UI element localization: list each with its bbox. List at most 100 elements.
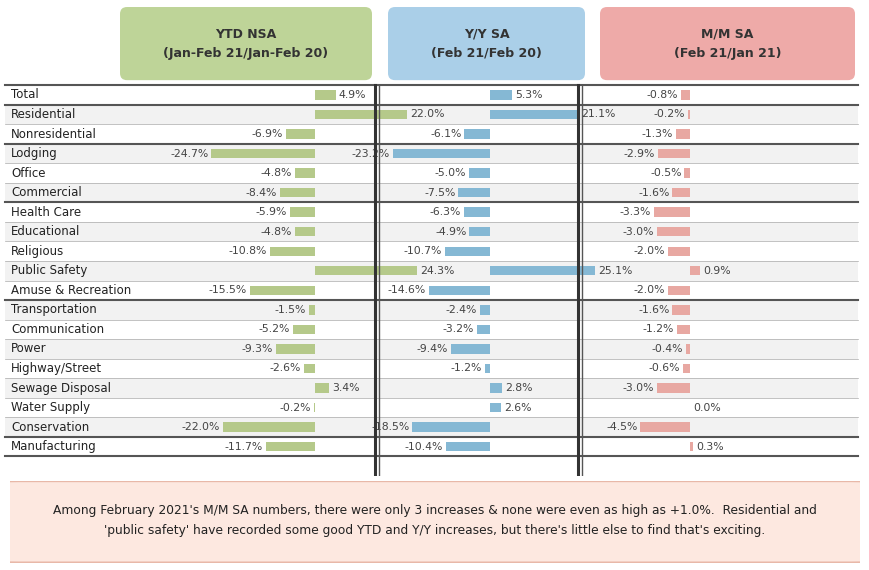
Text: -10.7%: -10.7% xyxy=(403,246,441,256)
Text: M/M SA
(Feb 21/Jan 21): M/M SA (Feb 21/Jan 21) xyxy=(673,27,780,60)
Bar xyxy=(667,247,689,256)
Text: -5.9%: -5.9% xyxy=(255,207,287,217)
Bar xyxy=(489,266,594,275)
Bar xyxy=(295,227,315,237)
Text: -3.0%: -3.0% xyxy=(622,383,653,393)
Bar xyxy=(5,417,857,437)
Bar xyxy=(5,320,857,339)
Text: -1.2%: -1.2% xyxy=(641,324,673,335)
Text: -22.0%: -22.0% xyxy=(181,422,219,432)
FancyBboxPatch shape xyxy=(0,481,869,563)
Text: -9.3%: -9.3% xyxy=(242,344,273,354)
Text: Amuse & Recreation: Amuse & Recreation xyxy=(11,284,131,297)
Bar xyxy=(5,144,857,164)
Text: -6.9%: -6.9% xyxy=(251,129,282,139)
Bar xyxy=(458,188,489,197)
Bar xyxy=(295,168,315,178)
Text: 21.1%: 21.1% xyxy=(581,109,615,120)
Text: 3.4%: 3.4% xyxy=(332,383,360,393)
Text: -4.5%: -4.5% xyxy=(606,422,637,432)
Text: -1.6%: -1.6% xyxy=(637,305,668,315)
Bar xyxy=(428,286,489,295)
Text: Office: Office xyxy=(11,166,45,180)
Bar xyxy=(249,286,315,295)
Text: -23.2%: -23.2% xyxy=(351,149,389,158)
Text: YTD NSA
(Jan-Feb 21/Jan-Feb 20): YTD NSA (Jan-Feb 21/Jan-Feb 20) xyxy=(163,27,328,60)
Bar xyxy=(684,168,689,178)
Bar xyxy=(315,90,335,100)
FancyBboxPatch shape xyxy=(388,7,584,80)
Text: -2.4%: -2.4% xyxy=(445,305,476,315)
Bar xyxy=(689,266,699,275)
Text: 22.0%: 22.0% xyxy=(410,109,444,120)
Text: Power: Power xyxy=(11,343,47,356)
Bar xyxy=(480,305,489,315)
Text: -10.8%: -10.8% xyxy=(228,246,266,256)
Bar xyxy=(672,305,689,315)
Text: -2.0%: -2.0% xyxy=(633,246,664,256)
Bar xyxy=(484,364,489,373)
Bar xyxy=(315,384,328,393)
Bar xyxy=(653,207,689,217)
Text: -2.6%: -2.6% xyxy=(269,364,301,373)
Bar xyxy=(683,364,689,373)
Bar xyxy=(680,90,689,100)
Bar xyxy=(489,403,501,412)
Bar xyxy=(672,188,689,197)
Bar xyxy=(222,422,315,432)
Text: -1.3%: -1.3% xyxy=(640,129,672,139)
Bar xyxy=(5,105,857,124)
Text: -0.5%: -0.5% xyxy=(649,168,680,178)
Text: Sewage Disposal: Sewage Disposal xyxy=(11,381,111,394)
Text: Commercial: Commercial xyxy=(11,186,82,199)
Text: -8.4%: -8.4% xyxy=(245,188,276,198)
Bar xyxy=(5,202,857,222)
Bar xyxy=(293,325,315,334)
Text: Manufacturing: Manufacturing xyxy=(11,440,96,453)
Text: 0.9%: 0.9% xyxy=(702,266,730,276)
Text: -10.4%: -10.4% xyxy=(404,442,443,451)
Text: Transportation: Transportation xyxy=(11,303,96,316)
Text: -4.8%: -4.8% xyxy=(260,227,291,237)
Bar xyxy=(489,384,501,393)
Text: -4.9%: -4.9% xyxy=(434,227,466,237)
Bar xyxy=(5,398,857,417)
Text: Conservation: Conservation xyxy=(11,421,90,434)
Bar xyxy=(675,129,689,139)
Text: -18.5%: -18.5% xyxy=(370,422,408,432)
Text: Total: Total xyxy=(11,88,39,101)
Bar xyxy=(5,164,857,183)
Bar xyxy=(450,344,489,353)
Text: 2.8%: 2.8% xyxy=(504,383,532,393)
Text: Public Safety: Public Safety xyxy=(11,264,87,277)
Text: 0.0%: 0.0% xyxy=(693,402,720,413)
Bar xyxy=(463,207,489,217)
Bar xyxy=(308,305,315,315)
Bar xyxy=(464,129,489,139)
Text: -3.3%: -3.3% xyxy=(619,207,650,217)
Bar xyxy=(5,300,857,320)
Bar xyxy=(5,378,857,398)
Bar xyxy=(286,129,315,139)
Bar xyxy=(468,168,489,178)
Text: -1.5%: -1.5% xyxy=(274,305,305,315)
Text: -0.2%: -0.2% xyxy=(279,402,311,413)
Bar xyxy=(489,90,512,100)
Text: -3.2%: -3.2% xyxy=(441,324,473,335)
Text: -3.0%: -3.0% xyxy=(622,227,653,237)
Text: Water Supply: Water Supply xyxy=(11,401,90,414)
Bar xyxy=(211,149,315,158)
Bar xyxy=(5,280,857,300)
Text: 24.3%: 24.3% xyxy=(420,266,454,276)
Bar xyxy=(445,247,489,256)
Bar xyxy=(392,149,489,158)
Bar xyxy=(269,247,315,256)
Bar xyxy=(685,344,689,353)
Text: -5.2%: -5.2% xyxy=(258,324,290,335)
Text: 4.9%: 4.9% xyxy=(338,90,366,100)
Bar xyxy=(689,442,693,451)
FancyBboxPatch shape xyxy=(600,7,854,80)
Text: Religious: Religious xyxy=(11,245,64,258)
Text: Health Care: Health Care xyxy=(11,206,81,219)
Text: -5.0%: -5.0% xyxy=(434,168,466,178)
